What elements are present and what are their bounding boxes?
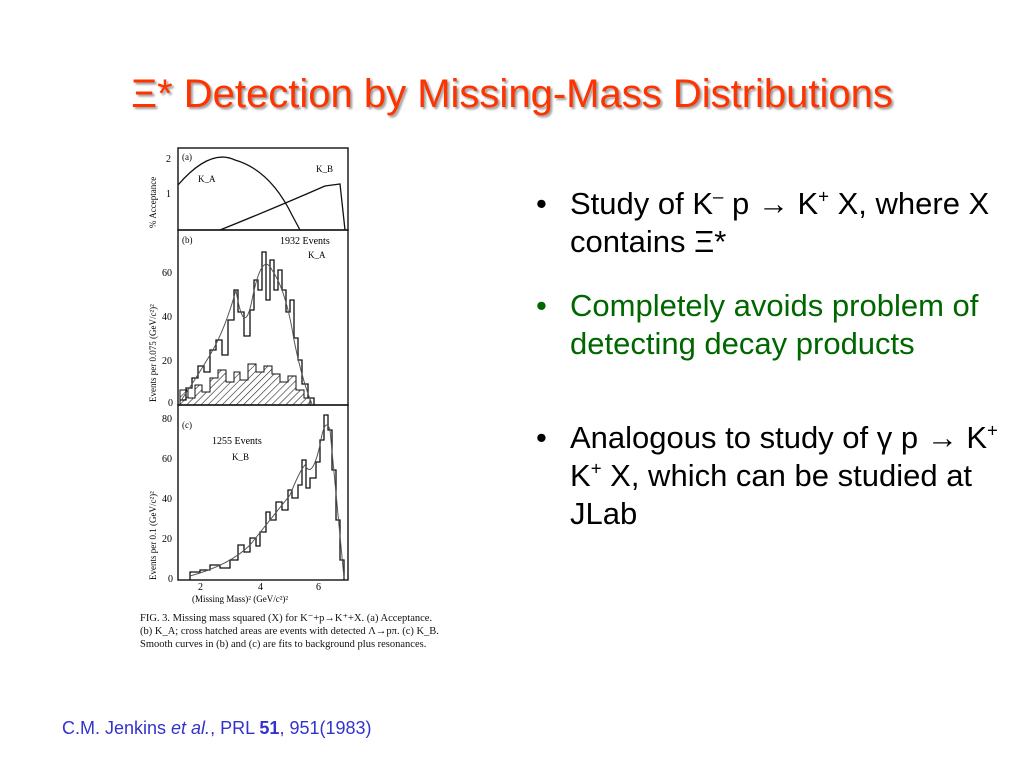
panel-a-ytick-1: 1 xyxy=(166,189,171,200)
panel-b-ytick-0: 0 xyxy=(168,398,173,409)
bullet-study: Study of K– p → K+ X, where X contains Ξ… xyxy=(530,185,1000,261)
panel-c-ylabel: Events per 0.1 (GeV/c²)² xyxy=(148,491,158,580)
bullet-avoids: Completely avoids problem of detecting d… xyxy=(530,287,1000,363)
panel-c-fit-curve xyxy=(189,424,345,579)
xtick-6: 6 xyxy=(316,582,321,593)
panel-c-ytick-0: 0 xyxy=(168,574,173,585)
missing-mass-figure: (a) 2 1 % Acceptance K_A K_B (b) 1932 Ev… xyxy=(140,147,439,650)
panel-a-ytick-2: 2 xyxy=(166,154,171,165)
figure-caption: FIG. 3. Missing mass squared (X) for K⁻+… xyxy=(140,613,439,650)
panel-b-annotation: 1932 Events xyxy=(280,236,330,247)
xtick-2: 2 xyxy=(198,582,203,593)
panel-a-ylabel: % Acceptance xyxy=(148,177,158,228)
panel-c-ytick-60: 60 xyxy=(162,454,172,465)
panel-a-frame xyxy=(177,147,349,231)
panel-b-ytick-60: 60 xyxy=(162,268,172,279)
panel-b-ytick-40: 40 xyxy=(162,312,172,323)
panel-a-curve-kb-label: K_B xyxy=(316,164,333,174)
panel-c-label: (c) xyxy=(182,420,192,430)
panel-c-ytick-80: 80 xyxy=(162,414,172,425)
panel-c-curve-label: K_B xyxy=(232,452,249,462)
citation: C.M. Jenkins et al., PRL 51, 951(1983) xyxy=(62,718,372,738)
panel-b-curve-label: K_A xyxy=(308,250,326,260)
panel-c-annotation: 1255 Events xyxy=(212,436,262,447)
panel-c-ytick-40: 40 xyxy=(162,494,172,505)
panel-b-ylabel: Events per 0.075 (GeV/c²)² xyxy=(148,304,158,402)
panel-b-hatched-area xyxy=(179,363,311,406)
panel-a-label: (a) xyxy=(182,152,192,162)
panel-a-curve-ka-label: K_A xyxy=(198,174,216,184)
panel-b-ytick-20: 20 xyxy=(162,356,172,367)
x-axis-label: (Missing Mass)² (GeV/c²)² xyxy=(192,594,288,604)
slide-title: Ξ* Detection by Missing-Mass Distributio… xyxy=(131,72,893,116)
panel-c-ytick-20: 20 xyxy=(162,534,172,545)
panel-b-label: (b) xyxy=(182,235,193,245)
panel-b-fit-curve xyxy=(179,263,313,405)
acceptance-curve-kb xyxy=(219,183,346,231)
bullet-analogous: Analogous to study of γ p → K+ K+ X, whi… xyxy=(530,419,1000,533)
panel-c-histogram xyxy=(189,414,345,580)
bullet-list: Study of K– p → K+ X, where X contains Ξ… xyxy=(530,185,1000,559)
xtick-4: 4 xyxy=(258,582,263,593)
acceptance-curve-ka xyxy=(177,156,301,231)
panel-b-histogram xyxy=(180,251,315,405)
